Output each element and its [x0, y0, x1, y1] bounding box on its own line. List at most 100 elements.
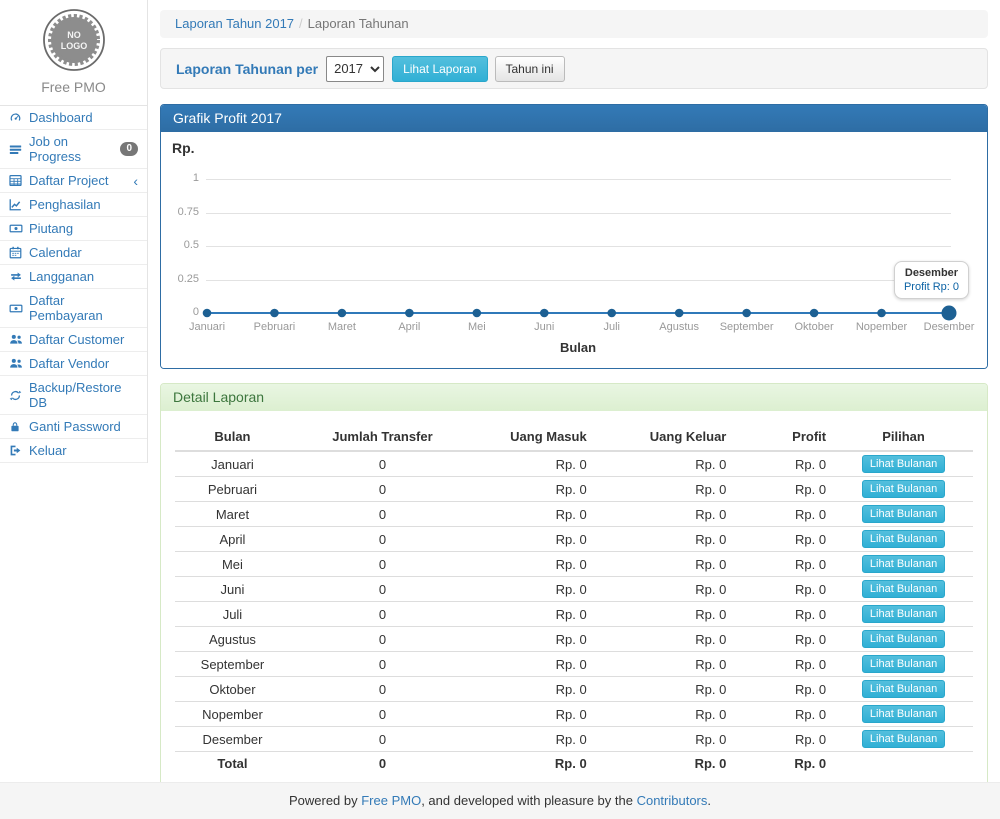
sidebar-item-job-on-progress[interactable]: Job on Progress0 — [0, 130, 147, 169]
tooltip-title: Desember — [904, 267, 959, 279]
value-cell: Rp. 0 — [475, 702, 595, 727]
sidebar-item-keluar[interactable]: Keluar — [0, 439, 147, 463]
value-cell: Rp. 0 — [595, 451, 735, 477]
sidebar-item-langganan[interactable]: Langganan — [0, 265, 147, 289]
sidebar-item-daftar-pembayaran[interactable]: Daftar Pembayaran — [0, 289, 147, 328]
brand-name: Free PMO — [0, 79, 147, 95]
sidebar-item-penghasilan[interactable]: Penghasilan — [0, 193, 147, 217]
table-row: Desember0Rp. 0Rp. 0Rp. 0Lihat Bulanan — [175, 727, 973, 752]
chart-point-maret[interactable] — [338, 309, 347, 318]
view-monthly-button[interactable]: Lihat Bulanan — [862, 580, 945, 598]
chart-point-april[interactable] — [405, 309, 414, 318]
view-monthly-button[interactable]: Lihat Bulanan — [862, 530, 945, 548]
footer-link-contributors[interactable]: Contributors — [637, 793, 708, 808]
sidebar-item-label: Daftar Vendor — [29, 356, 109, 371]
value-cell: Rp. 0 — [734, 627, 834, 652]
sidebar-item-label: Dashboard — [29, 110, 93, 125]
footer-link-free-pmo[interactable]: Free PMO — [361, 793, 421, 808]
table-row: Maret0Rp. 0Rp. 0Rp. 0Lihat Bulanan — [175, 502, 973, 527]
total-cell: Rp. 0 — [475, 752, 595, 776]
money-icon — [9, 302, 23, 315]
value-cell: Rp. 0 — [734, 577, 834, 602]
table-body: Januari0Rp. 0Rp. 0Rp. 0Lihat BulananPebr… — [175, 451, 973, 776]
column-header: Pilihan — [834, 423, 973, 451]
table-header-row: BulanJumlah TransferUang MasukUang Kelua… — [175, 423, 973, 451]
sidebar-item-backup-restore-db[interactable]: Backup/Restore DB — [0, 376, 147, 415]
chart-point-oktober[interactable] — [810, 309, 819, 318]
action-cell: Lihat Bulanan — [834, 552, 973, 577]
chart-point-pebruari[interactable] — [270, 309, 279, 318]
view-monthly-button[interactable]: Lihat Bulanan — [862, 455, 945, 473]
sidebar-item-daftar-project[interactable]: Daftar Project‹ — [0, 169, 147, 193]
detail-report-panel: Detail Laporan BulanJumlah TransferUang … — [160, 383, 988, 793]
table-row: September0Rp. 0Rp. 0Rp. 0Lihat Bulanan — [175, 652, 973, 677]
chart-point-nopember[interactable] — [877, 309, 886, 318]
month-cell: Desember — [175, 727, 290, 752]
chart-point-januari[interactable] — [203, 309, 212, 318]
value-cell: Rp. 0 — [475, 602, 595, 627]
chart-point-juni[interactable] — [540, 309, 549, 318]
chart-tooltip: Desember Profit Rp: 0 — [894, 261, 969, 299]
month-cell: Juli — [175, 602, 290, 627]
value-cell: Rp. 0 — [595, 652, 735, 677]
view-monthly-button[interactable]: Lihat Bulanan — [862, 705, 945, 723]
chevron-left-icon: ‹ — [133, 176, 138, 186]
chart-point-september[interactable] — [742, 309, 751, 318]
chart-point-mei[interactable] — [473, 309, 482, 318]
sidebar-item-ganti-password[interactable]: Ganti Password — [0, 415, 147, 439]
chart-panel-title: Grafik Profit 2017 — [161, 105, 987, 132]
sidebar-item-daftar-customer[interactable]: Daftar Customer — [0, 328, 147, 352]
view-monthly-button[interactable]: Lihat Bulanan — [862, 605, 945, 623]
table-row: Juni0Rp. 0Rp. 0Rp. 0Lihat Bulanan — [175, 577, 973, 602]
action-cell: Lihat Bulanan — [834, 702, 973, 727]
view-monthly-button[interactable]: Lihat Bulanan — [862, 505, 945, 523]
value-cell: Rp. 0 — [475, 677, 595, 702]
value-cell: Rp. 0 — [475, 451, 595, 477]
no-logo-seal-icon: NO LOGO — [42, 8, 106, 72]
value-cell: 0 — [290, 627, 475, 652]
view-monthly-button[interactable]: Lihat Bulanan — [862, 480, 945, 498]
month-cell: Maret — [175, 502, 290, 527]
total-cell: Total — [175, 752, 290, 776]
view-monthly-button[interactable]: Lihat Bulanan — [862, 655, 945, 673]
sidebar-item-dashboard[interactable]: Dashboard — [0, 106, 147, 130]
value-cell: Rp. 0 — [595, 627, 735, 652]
line-chart-icon — [9, 198, 23, 211]
action-cell: Lihat Bulanan — [834, 527, 973, 552]
this-year-button[interactable]: Tahun ini — [495, 56, 565, 82]
column-header: Bulan — [175, 423, 290, 451]
breadcrumb-separator: / — [294, 16, 308, 31]
count-badge: 0 — [120, 142, 138, 156]
value-cell: 0 — [290, 552, 475, 577]
chart-point-agustus[interactable] — [675, 309, 684, 318]
sidebar-item-piutang[interactable]: Piutang — [0, 217, 147, 241]
sidebar-item-label: Piutang — [29, 221, 73, 236]
value-cell: Rp. 0 — [734, 477, 834, 502]
month-cell: Januari — [175, 451, 290, 477]
sidebar-item-label: Calendar — [29, 245, 82, 260]
view-monthly-button[interactable]: Lihat Bulanan — [862, 730, 945, 748]
breadcrumb-link-laporan-tahun[interactable]: Laporan Tahun 2017 — [175, 16, 294, 31]
view-monthly-button[interactable]: Lihat Bulanan — [862, 555, 945, 573]
view-monthly-button[interactable]: Lihat Bulanan — [862, 680, 945, 698]
year-select[interactable]: 2017 — [326, 56, 384, 82]
action-cell: Lihat Bulanan — [834, 727, 973, 752]
table-row: Juli0Rp. 0Rp. 0Rp. 0Lihat Bulanan — [175, 602, 973, 627]
sidebar-item-calendar[interactable]: Calendar — [0, 241, 147, 265]
table-row: Mei0Rp. 0Rp. 0Rp. 0Lihat Bulanan — [175, 552, 973, 577]
sidebar-item-daftar-vendor[interactable]: Daftar Vendor — [0, 352, 147, 376]
value-cell: 0 — [290, 652, 475, 677]
month-cell: Juni — [175, 577, 290, 602]
value-cell: Rp. 0 — [734, 727, 834, 752]
value-cell: 0 — [290, 727, 475, 752]
chart-point-desember[interactable] — [942, 306, 957, 321]
month-cell: Oktober — [175, 677, 290, 702]
view-report-button[interactable]: Lihat Laporan — [392, 56, 487, 82]
chart-point-juli[interactable] — [607, 309, 616, 318]
value-cell: Rp. 0 — [595, 552, 735, 577]
report-table: BulanJumlah TransferUang MasukUang Kelua… — [175, 423, 973, 776]
month-cell: Agustus — [175, 627, 290, 652]
view-monthly-button[interactable]: Lihat Bulanan — [862, 630, 945, 648]
value-cell: Rp. 0 — [475, 727, 595, 752]
action-cell: Lihat Bulanan — [834, 577, 973, 602]
